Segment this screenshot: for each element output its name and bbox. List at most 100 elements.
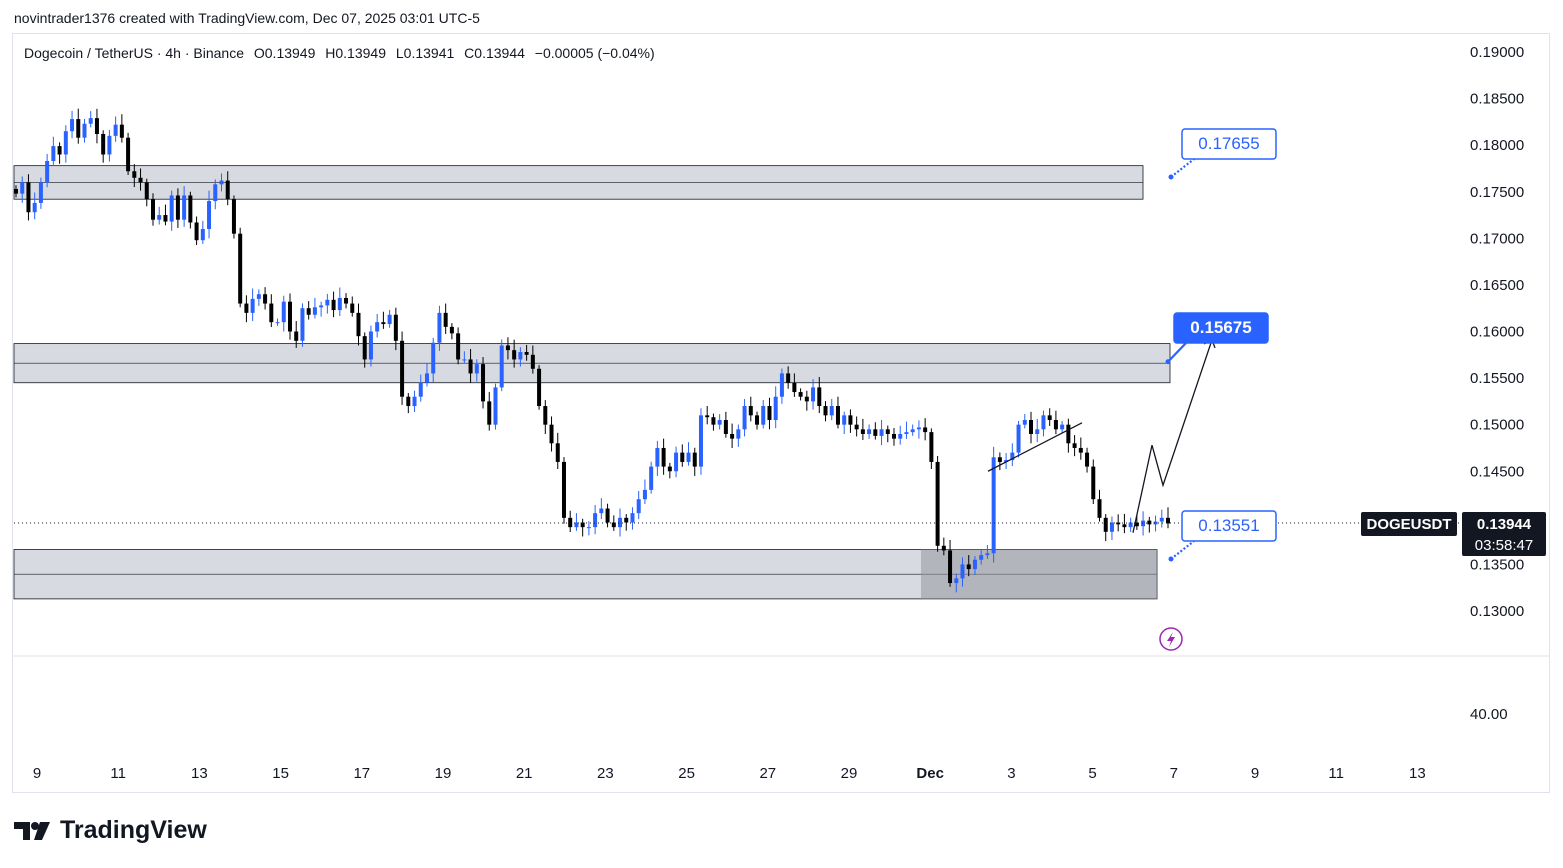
candle[interactable]: [717, 414, 722, 430]
candle[interactable]: [941, 537, 946, 556]
candle[interactable]: [188, 191, 193, 229]
candle[interactable]: [667, 462, 672, 479]
candle[interactable]: [848, 409, 853, 433]
candle[interactable]: [736, 424, 741, 447]
candle[interactable]: [331, 291, 336, 318]
candle[interactable]: [107, 129, 112, 162]
candle[interactable]: [580, 518, 585, 537]
candle[interactable]: [512, 339, 517, 368]
candle[interactable]: [70, 110, 75, 139]
candle[interactable]: [113, 116, 118, 142]
candle[interactable]: [873, 422, 878, 440]
candle[interactable]: [175, 188, 180, 228]
candle[interactable]: [655, 440, 660, 476]
candle[interactable]: [368, 325, 373, 367]
candle[interactable]: [119, 114, 124, 143]
tradingview-logo[interactable]: TradingView: [14, 816, 207, 845]
candle[interactable]: [705, 406, 710, 425]
candle[interactable]: [1016, 420, 1021, 458]
candle[interactable]: [649, 461, 654, 494]
candle[interactable]: [935, 455, 940, 552]
candle[interactable]: [966, 555, 971, 577]
candle[interactable]: [424, 362, 429, 387]
candle[interactable]: [661, 438, 666, 475]
candle[interactable]: [599, 498, 604, 520]
candle[interactable]: [586, 521, 591, 536]
candle[interactable]: [406, 392, 411, 414]
candle[interactable]: [916, 420, 921, 439]
candle[interactable]: [929, 428, 934, 470]
candle[interactable]: [350, 296, 355, 317]
candle[interactable]: [624, 514, 629, 531]
candle[interactable]: [892, 428, 897, 446]
candle[interactable]: [1010, 443, 1015, 467]
candle[interactable]: [356, 303, 361, 346]
candle[interactable]: [400, 331, 405, 405]
candle[interactable]: [1004, 452, 1009, 470]
candle[interactable]: [518, 347, 523, 367]
candle[interactable]: [674, 446, 679, 478]
candle[interactable]: [51, 136, 56, 165]
candle[interactable]: [524, 344, 529, 361]
price-callout[interactable]: 0.13551: [1168, 510, 1277, 562]
candle[interactable]: [468, 349, 473, 383]
trendline[interactable]: [987, 422, 1083, 472]
candle[interactable]: [568, 510, 573, 532]
candle[interactable]: [238, 227, 243, 308]
candle[interactable]: [723, 411, 728, 438]
symbol-price-tag[interactable]: DOGEUSDT 0.13944 03:58:47: [1361, 512, 1546, 556]
candle[interactable]: [337, 287, 342, 317]
candle[interactable]: [618, 508, 623, 537]
candle[interactable]: [860, 418, 865, 440]
path-projection[interactable]: [1132, 339, 1213, 533]
candle[interactable]: [231, 195, 236, 239]
candle[interactable]: [94, 108, 99, 144]
candle[interactable]: [481, 357, 486, 409]
candle[interactable]: [57, 142, 62, 164]
candle[interactable]: [767, 397, 772, 430]
candle[interactable]: [636, 491, 641, 520]
candle[interactable]: [194, 216, 199, 246]
candle[interactable]: [462, 351, 467, 364]
candle[interactable]: [611, 515, 616, 531]
candle[interactable]: [319, 301, 324, 317]
candle[interactable]: [499, 339, 504, 392]
candle[interactable]: [344, 293, 349, 309]
candle[interactable]: [979, 549, 984, 565]
candle[interactable]: [219, 173, 224, 192]
candle[interactable]: [250, 288, 255, 322]
candle[interactable]: [487, 392, 492, 431]
candle[interactable]: [1053, 410, 1058, 435]
candle[interactable]: [698, 408, 703, 475]
candle[interactable]: [362, 332, 367, 368]
price-callout[interactable]: 0.17655: [1168, 128, 1277, 180]
candle[interactable]: [748, 396, 753, 422]
candle[interactable]: [898, 425, 903, 445]
candle[interactable]: [387, 309, 392, 328]
candle[interactable]: [1109, 516, 1114, 541]
candle[interactable]: [761, 400, 766, 429]
candle[interactable]: [605, 503, 610, 528]
candle[interactable]: [32, 192, 37, 220]
candle[interactable]: [38, 177, 43, 209]
candle[interactable]: [1141, 511, 1146, 536]
candle[interactable]: [169, 190, 174, 231]
candle[interactable]: [1085, 447, 1090, 473]
candle[interactable]: [63, 125, 68, 163]
price-callout[interactable]: 0.15675: [1165, 312, 1269, 365]
candle[interactable]: [948, 540, 953, 587]
candle[interactable]: [443, 303, 448, 334]
candle[interactable]: [904, 421, 909, 439]
candle[interactable]: [1091, 459, 1096, 505]
candle[interactable]: [991, 446, 996, 563]
candle[interactable]: [14, 185, 18, 198]
candle[interactable]: [300, 303, 305, 347]
candle[interactable]: [960, 557, 965, 587]
candle[interactable]: [537, 365, 542, 410]
candle[interactable]: [207, 190, 212, 239]
candle[interactable]: [972, 556, 977, 576]
candle[interactable]: [144, 178, 149, 207]
candle[interactable]: [101, 130, 106, 163]
candle[interactable]: [779, 368, 784, 404]
